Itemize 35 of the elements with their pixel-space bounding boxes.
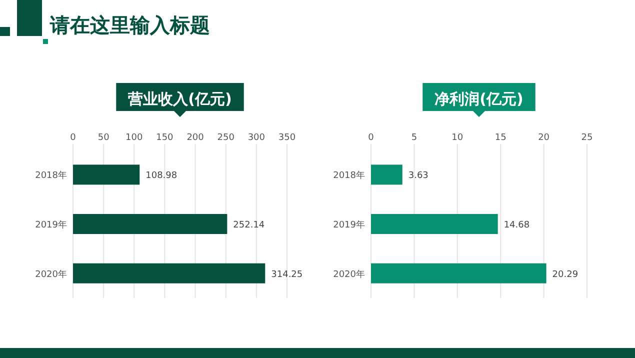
chart-title: 营业收入(亿元) xyxy=(127,90,232,108)
data-label: 20.29 xyxy=(552,270,578,280)
x-tick-label: 15 xyxy=(494,133,506,143)
x-tick-label: 0 xyxy=(368,133,374,143)
y-tick-label: 2019年 xyxy=(35,220,67,230)
data-label: 108.98 xyxy=(146,171,178,182)
y-tick-label: 2020年 xyxy=(35,268,67,280)
x-tick-label: 20 xyxy=(538,133,550,143)
y-tick-label: 2018年 xyxy=(35,170,67,182)
y-tick-label: 2019年 xyxy=(333,220,365,230)
bar xyxy=(73,164,140,185)
x-tick-label: 5 xyxy=(411,133,418,143)
x-tick-label: 250 xyxy=(217,133,235,143)
x-tick-label: 0 xyxy=(70,133,76,143)
x-tick-label: 25 xyxy=(581,133,593,143)
y-tick-label: 2020年 xyxy=(333,268,365,280)
chart-title: 净利润(亿元) xyxy=(434,90,524,108)
x-tick-label: 200 xyxy=(186,133,204,143)
x-tick-label: 300 xyxy=(248,133,266,143)
bar xyxy=(73,214,228,234)
x-tick-label: 100 xyxy=(126,133,143,143)
bar xyxy=(371,214,498,234)
bar xyxy=(371,164,402,185)
x-tick-label: 50 xyxy=(98,133,110,143)
x-tick-label: 150 xyxy=(156,133,174,143)
text: 请在这里输入标题 xyxy=(49,13,210,37)
bar xyxy=(371,263,546,284)
x-tick-label: 10 xyxy=(452,133,464,143)
data-label: 14.68 xyxy=(504,220,530,230)
data-label: 252.14 xyxy=(233,220,265,230)
data-label: 3.63 xyxy=(408,171,428,182)
y-tick-label: 2018年 xyxy=(333,170,365,182)
x-tick-label: 350 xyxy=(278,133,296,143)
data-label: 314.25 xyxy=(271,270,303,280)
bar xyxy=(73,263,266,284)
